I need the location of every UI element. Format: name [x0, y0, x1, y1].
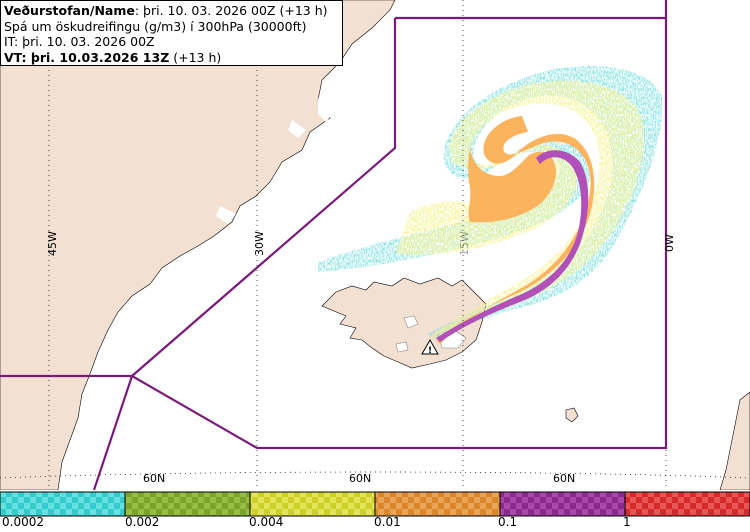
- info-line-product: Spá um öskudreifingu (g/m3) í 300hPa (30…: [4, 18, 307, 34]
- plume-trace-layer: [318, 66, 663, 341]
- legend-bin-1: [124, 491, 251, 517]
- glacier: [403, 315, 419, 329]
- legend-bin-2: [249, 491, 376, 517]
- longitude-label-0w: 0W: [663, 234, 676, 252]
- ash-plume: [318, 66, 663, 344]
- latitude-label-60n: 60N: [349, 472, 371, 485]
- forecast-info-box: Veðurstofan/Name: þri. 10. 03. 2026 00Z …: [0, 0, 343, 66]
- fir-boundary: [0, 0, 668, 490]
- glacier: [395, 341, 409, 353]
- legend-label-2: 0.004: [249, 515, 284, 529]
- faroe-islands: [565, 407, 579, 423]
- legend-bin-5: [624, 491, 750, 517]
- legend-label-0: 0.0002: [2, 515, 44, 529]
- valid-offset: (+13 h): [169, 49, 222, 65]
- legend-label-3: 0.01: [374, 515, 401, 529]
- legend-label-5: 1: [623, 515, 631, 529]
- scandinavia-coast: [719, 391, 750, 490]
- greenland-landmass: [0, 0, 396, 490]
- legend-label-1: 0.002: [125, 515, 160, 529]
- info-line-valid-time: VT: þri. 10.03.2026 13Z (+13 h): [4, 50, 339, 66]
- warning-triangle-icon: !: [421, 338, 439, 356]
- greenland-fjord: [288, 120, 306, 138]
- greenland-fjord: [318, 98, 334, 122]
- plume-mid-layer: [436, 116, 595, 344]
- legend-bin-4: [499, 491, 626, 517]
- issuer-name: Veðurstofan/Name: [4, 3, 135, 18]
- legend-bin-3: [374, 491, 501, 517]
- concentration-legend-bar: [0, 491, 750, 517]
- legend-bin-0: [0, 491, 126, 517]
- issuer-time: : þri. 10. 03. 2026 00Z (+13 h): [134, 3, 328, 18]
- info-line-issue-time: IT: þri. 10. 03. 2026 00Z: [4, 34, 155, 49]
- plume-high-layer: [436, 150, 589, 342]
- latitude-label-60n: 60N: [553, 472, 575, 485]
- longitude-label-45w: 45W: [46, 231, 59, 256]
- svg-text:!: !: [428, 346, 432, 356]
- longitude-label-30w: 30W: [253, 231, 266, 256]
- greenland-fjord: [216, 206, 236, 224]
- map-canvas: ! 45W 30W 15W 0W 60N 60N 60N: [0, 0, 750, 490]
- legend-label-4: 0.1: [498, 515, 518, 529]
- info-line-issuer: Veðurstofan/Name: þri. 10. 03. 2026 00Z …: [4, 3, 339, 19]
- latitude-label-60n: 60N: [143, 472, 165, 485]
- longitude-label-15w: 15W: [458, 231, 471, 256]
- valid-time: VT: þri. 10.03.2026 13Z: [4, 49, 170, 65]
